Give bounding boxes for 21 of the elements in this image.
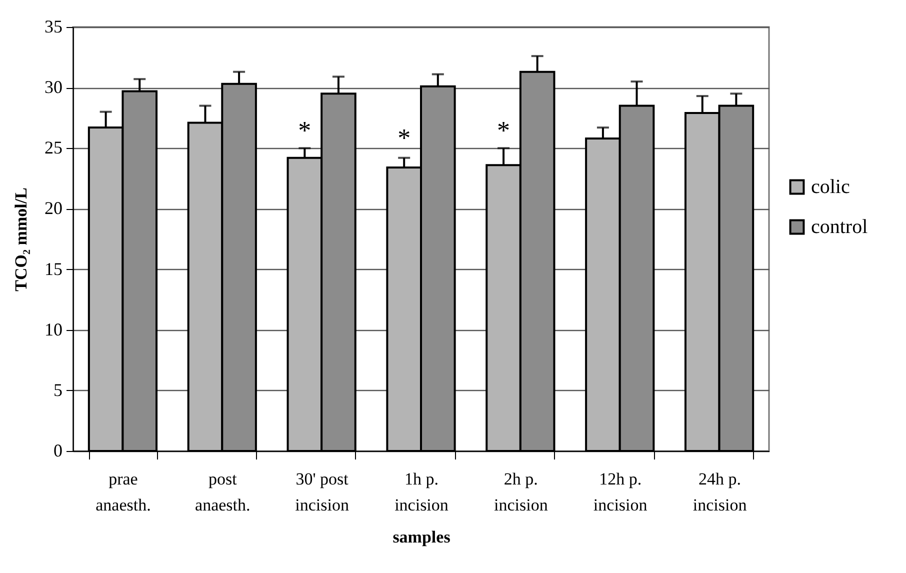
annotation: *: [298, 116, 312, 146]
y-tick-label: 5: [54, 380, 62, 400]
y-tick-label: 30: [44, 77, 62, 98]
legend-label: colic: [811, 176, 850, 198]
x-tick-label: 24h p. incision: [692, 470, 748, 514]
legend-label: control: [811, 216, 868, 238]
y-tick-label: 35: [44, 16, 62, 36]
x-axis-title: samples: [392, 528, 451, 546]
x-tick-label: prae anaesth.: [96, 470, 151, 514]
x-tick-label: 12h p. incision: [593, 470, 648, 514]
y-tick-label: 0: [54, 440, 62, 460]
x-tick-label: 2h p. incision: [494, 470, 548, 514]
annotation: *: [398, 123, 411, 152]
y-axis-title: TCO₂ mmol/L: [12, 188, 30, 292]
x-tick-label: post anaesth.: [195, 470, 250, 514]
y-tick-label: 10: [44, 319, 62, 340]
y-tick-label: 20: [44, 198, 62, 218]
y-tick-label: 25: [44, 138, 62, 158]
x-tick-label: 30' post incision: [295, 470, 350, 514]
annotation: *: [497, 116, 510, 146]
y-tick-label: 15: [44, 258, 62, 279]
